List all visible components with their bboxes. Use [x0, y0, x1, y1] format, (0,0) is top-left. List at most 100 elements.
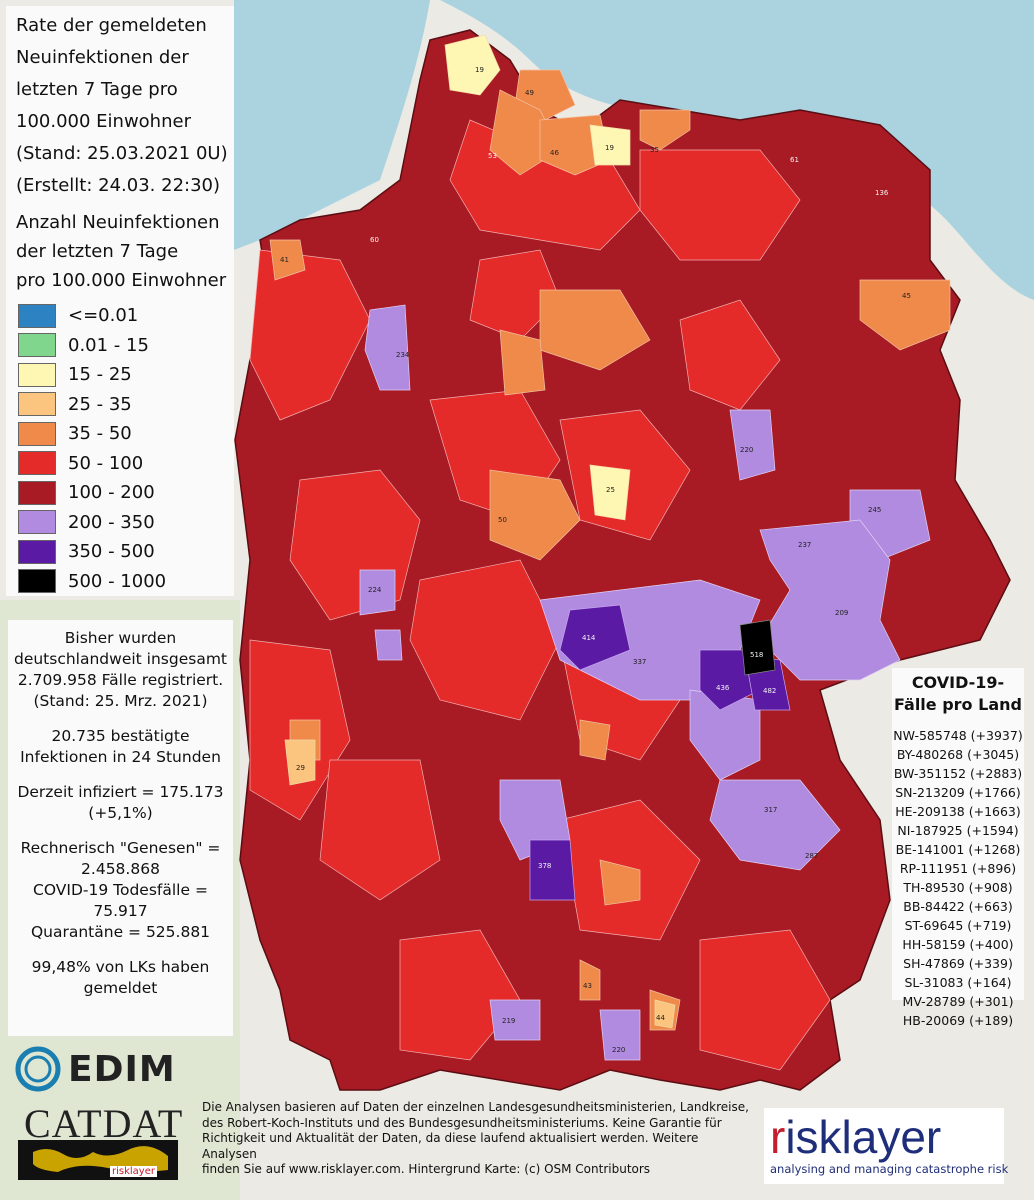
laender-title: COVID-19- Fälle pro Land	[892, 672, 1024, 716]
edim-logo-text: EDIM	[68, 1048, 176, 1090]
stats-line: (+5,1%)	[88, 804, 153, 822]
stats-line: Rechnerisch "Genesen" =	[20, 839, 221, 857]
laender-row: RP-111951 (+896)	[899, 861, 1017, 876]
legend-label: 15 - 25	[68, 364, 132, 386]
zone-500-1000	[739, 619, 776, 676]
map-label: 237	[798, 541, 811, 549]
catdat-sub-text: risklayer	[110, 1166, 157, 1177]
risklayer-logo-text: risklayer	[770, 1110, 941, 1164]
legend-items: <=0.01 0.01 - 15 15 - 25 25 - 35 35 - 50 50 -…	[6, 301, 234, 596]
laender-row: BY-480268 (+3045)	[896, 747, 1020, 762]
legend-label: 35 - 50	[68, 423, 132, 445]
laender-row: BE-141001 (+1268)	[895, 842, 1021, 857]
legend-item: 0.01 - 15	[6, 331, 234, 361]
legend-swatch	[18, 303, 56, 328]
map-label: 19	[475, 66, 484, 74]
laender-row: NI-187925 (+1594)	[897, 823, 1019, 838]
stats-line: Quarantäne = 525.881	[30, 923, 211, 941]
map-label: 43	[583, 982, 592, 990]
stats-line: deutschlandweit insgesamt	[13, 650, 228, 668]
map-label: 19	[605, 144, 614, 152]
credits-line: Die Analysen basieren auf Daten der einz…	[202, 1100, 749, 1114]
map-label: 234	[396, 351, 410, 359]
map-label: 220	[612, 1046, 625, 1054]
laender-rows: NW-585748 (+3937) BY-480268 (+3045) BW-351…	[892, 726, 1024, 1030]
stats-spacer	[8, 712, 233, 726]
laender-row: SN-213209 (+1766)	[895, 785, 1021, 800]
credits-line: Richtigkeit und Aktualität der Daten, da…	[202, 1131, 699, 1161]
map-label: 41	[280, 256, 289, 264]
laender-title-line: COVID-19-	[911, 673, 1005, 692]
title-line: (Stand: 25.03.2021 0U)	[16, 143, 228, 164]
laender-row: HH-58159 (+400)	[902, 937, 1014, 952]
legend-label: 200 - 350	[68, 511, 155, 533]
title-line: Rate der gemeldeten	[16, 15, 207, 36]
legend-swatch	[18, 480, 56, 505]
map-label: 45	[902, 292, 911, 300]
legend-title: pro 100.000 Einwohner	[16, 270, 227, 291]
legend-label: 500 - 1000	[68, 570, 167, 592]
stats-lines: Bisher wurden deutschlandweit insgesamt 2.…	[8, 620, 233, 999]
legend-item: 200 - 350	[6, 508, 234, 538]
stats-spacer	[8, 768, 233, 782]
laender-row: NW-585748 (+3937)	[893, 728, 1023, 743]
laender-row: BB-84422 (+663)	[903, 899, 1013, 914]
laender-row: BW-351152 (+2883)	[893, 766, 1023, 781]
laender-row: HE-209138 (+1663)	[895, 804, 1021, 819]
title-line: letzten 7 Tage pro	[16, 79, 178, 100]
laender-row: HB-20069 (+189)	[902, 1013, 1014, 1028]
legend-label: 0.01 - 15	[68, 334, 149, 356]
map-label: 25	[606, 486, 615, 494]
credits-line: finden Sie auf www.risklayer.com. Hinter…	[202, 1162, 651, 1176]
risklayer-logo: risklayer analysing and managing catastr…	[764, 1108, 1008, 1184]
legend-swatch	[18, 362, 56, 387]
map-label: 46	[550, 149, 559, 157]
map-label: 337	[633, 658, 646, 666]
laender-panel: COVID-19- Fälle pro Land NW-585748 (+393…	[892, 668, 1024, 1028]
map-label: 482	[763, 687, 776, 695]
legend-swatch	[18, 510, 56, 535]
legend-swatch	[18, 392, 56, 417]
stats-line: gemeldet	[83, 979, 158, 997]
stats-spacer	[8, 943, 233, 957]
map-label: 61	[790, 156, 799, 164]
legend-label: 100 - 200	[68, 482, 155, 504]
legend-swatch	[18, 539, 56, 564]
map-label: 50	[498, 516, 507, 524]
edim-logo: EDIM	[14, 1044, 184, 1094]
stats-spacer	[8, 824, 233, 838]
stats-line: 20.735 bestätigte	[51, 727, 190, 745]
map-label: 209	[835, 609, 848, 617]
legend-item: 50 - 100	[6, 449, 234, 479]
laender-title-line: Fälle pro Land	[894, 695, 1022, 714]
risklayer-tagline: analysing and managing catastrophe risk	[770, 1162, 1009, 1176]
legend-item: 15 - 25	[6, 360, 234, 390]
laender-row: SL-31083 (+164)	[904, 975, 1012, 990]
map-label: 136	[875, 189, 889, 197]
zone-15-35	[284, 34, 676, 1029]
map-label: 29	[296, 764, 305, 772]
map-label: 53	[488, 152, 497, 160]
legend-swatch	[18, 421, 56, 446]
legend-label: 25 - 35	[68, 393, 132, 415]
legend-item: 100 - 200	[6, 478, 234, 508]
map-label: 44	[656, 1014, 665, 1022]
map-label: 60	[370, 236, 379, 244]
credits-text: Die Analysen basieren auf Daten der einz…	[202, 1100, 757, 1178]
laender-row: MV-28789 (+301)	[902, 994, 1014, 1009]
map-title: Rate der gemeldeten Neuinfektionen der l…	[6, 6, 234, 202]
legend-item: 500 - 1000	[6, 567, 234, 597]
stats-line: Bisher wurden	[64, 629, 177, 647]
legend-swatch	[18, 333, 56, 358]
laender-row: SH-47869 (+339)	[903, 956, 1013, 971]
title-line: Neuinfektionen der	[16, 47, 189, 68]
sea-north	[234, 0, 1034, 300]
stats-line: 2.458.868	[81, 860, 160, 878]
map-label: 518	[750, 651, 763, 659]
stats-line: 75.917	[93, 902, 148, 920]
catdat-logo-text: CATDAT	[24, 1101, 184, 1146]
legend: Anzahl Neuinfektionen der letzten 7 Tage…	[6, 208, 234, 596]
risklayer-logo-rest: isklayer	[785, 1111, 942, 1163]
stats-panel: Bisher wurden deutschlandweit insgesamt 2.…	[8, 620, 233, 1036]
legend-label: 50 - 100	[68, 452, 144, 474]
